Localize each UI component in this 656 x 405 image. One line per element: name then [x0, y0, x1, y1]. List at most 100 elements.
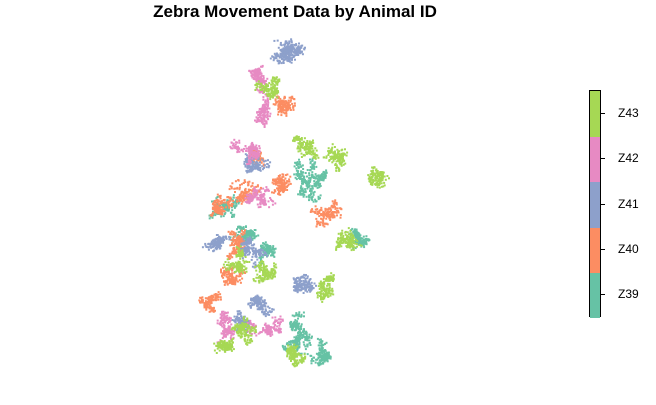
- gps-fix: [279, 52, 282, 55]
- gps-fix: [305, 142, 308, 144]
- gps-fix: [230, 211, 233, 214]
- gps-fix: [214, 210, 217, 213]
- gps-fix: [259, 194, 262, 196]
- gps-fix: [355, 231, 358, 234]
- gps-fix: [307, 195, 310, 198]
- gps-fix: [286, 46, 289, 49]
- gps-fix: [277, 96, 280, 99]
- gps-fix: [256, 258, 259, 261]
- gps-fix: [255, 86, 258, 89]
- gps-fix: [269, 112, 272, 115]
- gps-fix: [231, 266, 234, 269]
- gps-fix: [323, 353, 326, 356]
- gps-fix: [224, 236, 227, 239]
- gps-fix: [242, 182, 245, 184]
- gps-fix: [290, 39, 293, 42]
- gps-fix: [304, 188, 307, 191]
- gps-fix: [327, 211, 330, 214]
- gps-fix: [273, 57, 276, 60]
- gps-fix: [246, 239, 249, 242]
- gps-fix: [301, 146, 303, 149]
- gps-fix: [235, 199, 237, 202]
- gps-fix: [224, 311, 227, 314]
- gps-fix: [316, 182, 319, 185]
- gps-fix: [292, 47, 295, 50]
- gps-fix: [309, 178, 312, 181]
- gps-fix: [260, 245, 263, 248]
- gps-fix: [209, 215, 212, 218]
- gps-fix: [237, 246, 239, 248]
- gps-fix: [255, 299, 258, 302]
- gps-fix: [246, 158, 249, 161]
- gps-fix: [212, 210, 214, 213]
- gps-fix: [307, 194, 310, 197]
- gps-fix: [245, 169, 248, 172]
- gps-fix: [309, 188, 312, 190]
- gps-fix: [321, 173, 323, 176]
- gps-fix: [213, 293, 216, 296]
- gps-fix: [289, 60, 292, 63]
- gps-fix: [222, 207, 225, 209]
- gps-fix: [299, 140, 302, 143]
- gps-fix: [293, 341, 296, 344]
- gps-fix: [305, 334, 308, 337]
- gps-fix: [295, 277, 298, 280]
- gps-fix: [304, 289, 307, 292]
- gps-fix: [218, 204, 221, 207]
- gps-fix: [325, 222, 328, 225]
- gps-fix: [228, 258, 231, 260]
- gps-fix: [283, 43, 286, 46]
- gps-fix: [300, 175, 302, 178]
- gps-fix: [229, 204, 232, 207]
- gps-fix: [263, 160, 266, 163]
- gps-fix: [269, 311, 272, 314]
- gps-fix: [314, 208, 317, 211]
- gps-fix: [316, 220, 318, 223]
- gps-fix: [240, 248, 243, 251]
- gps-fix: [233, 239, 236, 242]
- gps-fix: [266, 87, 269, 90]
- gps-fix: [225, 281, 228, 284]
- gps-fix: [317, 362, 320, 365]
- gps-fix: [306, 337, 309, 340]
- gps-fix: [302, 154, 305, 157]
- gps-fix: [293, 48, 296, 51]
- gps-fix: [302, 279, 305, 282]
- gps-fix: [257, 120, 260, 123]
- gps-fix: [318, 348, 321, 351]
- gps-fix: [281, 318, 284, 321]
- gps-fix: [234, 318, 237, 320]
- gps-fix: [306, 277, 309, 280]
- gps-fix: [231, 182, 234, 185]
- gps-fix: [252, 151, 255, 154]
- gps-fix: [247, 240, 249, 243]
- gps-fix: [259, 151, 262, 154]
- gps-fix: [319, 182, 322, 185]
- gps-fix: [263, 323, 266, 326]
- gps-fix: [224, 319, 227, 322]
- gps-fix: [274, 329, 277, 332]
- gps-fix: [282, 60, 285, 63]
- gps-fix: [314, 157, 317, 160]
- gps-fix: [268, 115, 271, 118]
- gps-fix: [264, 247, 267, 250]
- gps-fix: [259, 86, 262, 89]
- gps-fix: [320, 362, 323, 365]
- gps-fix: [325, 156, 328, 159]
- gps-fix: [251, 198, 254, 201]
- gps-fix: [216, 234, 219, 236]
- gps-fix: [273, 52, 276, 55]
- gps-fix: [259, 168, 261, 171]
- gps-fix: [280, 99, 283, 102]
- gps-fix: [306, 336, 308, 339]
- gps-fix: [265, 189, 268, 192]
- gps-fix: [264, 315, 267, 318]
- gps-fix: [239, 229, 242, 232]
- gps-fix: [219, 205, 222, 207]
- gps-fix: [358, 240, 361, 242]
- gps-fix: [282, 111, 285, 114]
- gps-fix: [252, 152, 254, 155]
- gps-fix: [295, 323, 298, 326]
- gps-fix: [275, 55, 278, 58]
- gps-fix: [305, 143, 307, 146]
